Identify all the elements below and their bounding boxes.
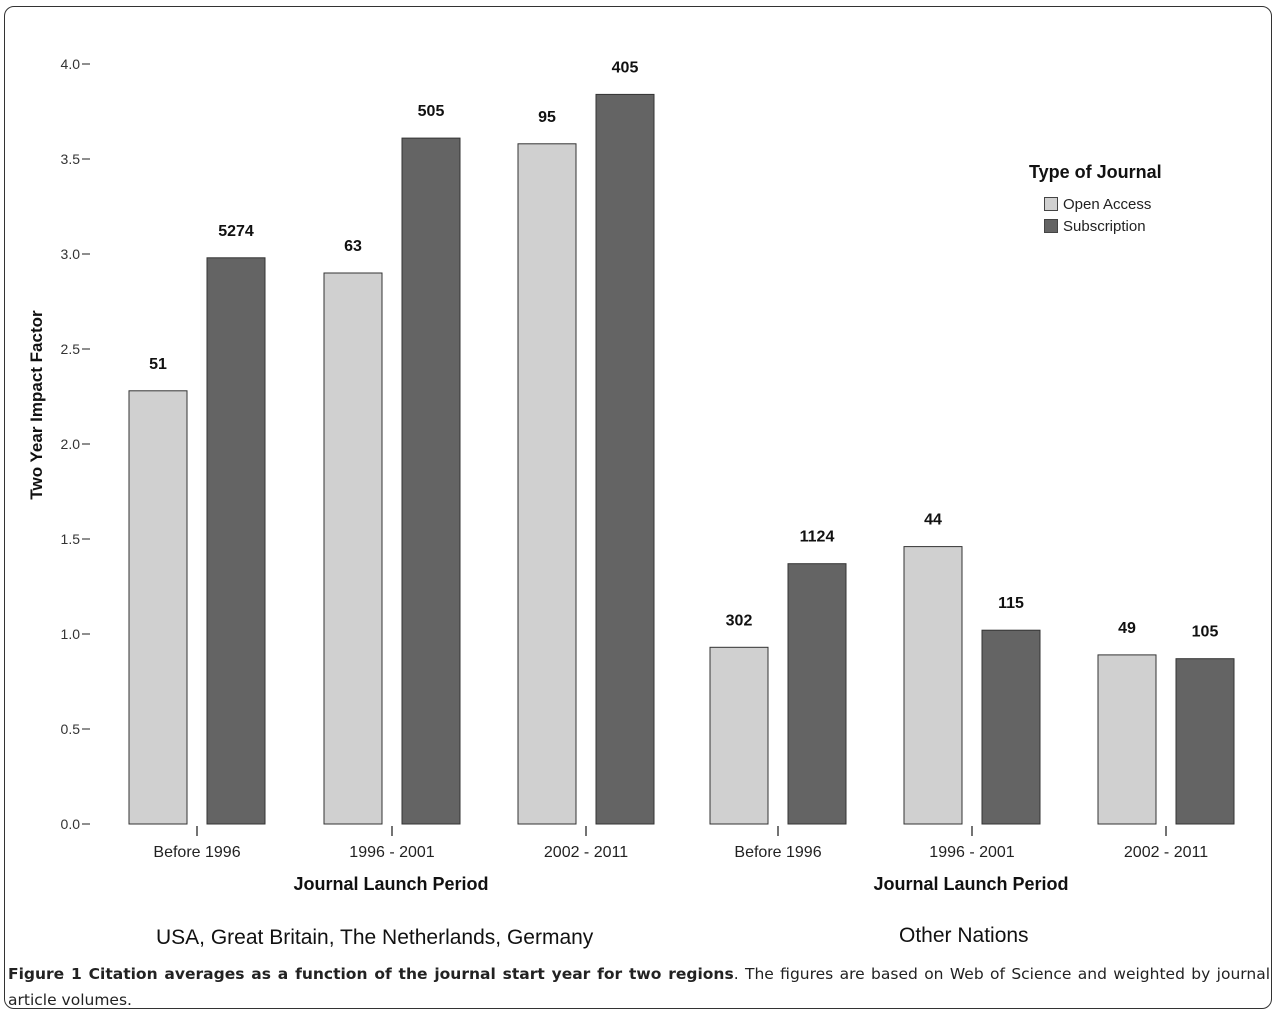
x-axis-title-left: Journal Launch Period	[293, 874, 489, 894]
region-label-left: USA, Great Britain, The Netherlands, Ger…	[156, 926, 594, 949]
bar-count-label: 115	[998, 595, 1024, 612]
legend-title: Type of Journal	[1029, 162, 1162, 182]
y-tick-label: 0.5	[61, 721, 81, 737]
y-axis-title: Two Year Impact Factor	[27, 310, 46, 500]
y-tick-label: 2.5	[61, 341, 81, 357]
bar-count-label: 63	[344, 238, 362, 255]
bar-count-label: 302	[726, 612, 753, 629]
bar-count-label: 405	[612, 59, 639, 76]
bar-subscription	[981, 629, 1041, 825]
bar-count-label: 49	[1118, 620, 1136, 637]
y-tick-label: 3.0	[61, 246, 81, 262]
bar-count-label: 1124	[800, 529, 835, 546]
bar-count-label: 505	[418, 103, 445, 120]
bar-subscription	[595, 93, 655, 825]
x-tick-label: 2002 - 2011	[1124, 844, 1208, 861]
legend-swatch-open-access	[1044, 197, 1058, 211]
y-tick-label: 2.0	[61, 436, 81, 452]
caption-text: . The figures are based on Web of Scienc…	[8, 965, 1271, 1009]
legend-label-open-access: Open Access	[1063, 196, 1152, 213]
bar-open-access	[1097, 654, 1157, 825]
bar-count-label: 95	[538, 109, 556, 126]
x-axis-title-right: Journal Launch Period	[873, 874, 1069, 894]
y-tick-label: 1.5	[61, 531, 81, 547]
x-tick-label: 1996 - 2001	[929, 844, 1015, 861]
caption-bold: Figure 1 Citation averages as a function…	[8, 965, 734, 983]
bar-count-label: 51	[149, 356, 167, 373]
bar-count-label: 44	[924, 512, 942, 529]
y-tick-label: 1.0	[61, 626, 81, 642]
bar-subscription	[1175, 658, 1235, 825]
bar-open-access	[517, 143, 577, 825]
legend-swatch-subscription	[1044, 219, 1058, 233]
bar-open-access	[128, 390, 188, 825]
bar-open-access	[323, 272, 383, 825]
y-tick-label: 0.0	[61, 816, 81, 832]
bar-count-label: 105	[1192, 624, 1219, 641]
x-tick-label: Before 1996	[734, 844, 821, 861]
bar-open-access	[709, 646, 769, 825]
legend-label-subscription: Subscription	[1063, 218, 1146, 235]
bar-open-access	[903, 546, 963, 825]
bar-subscription	[787, 563, 847, 825]
bars-group: 51 5274 63 505 95 405 302 1124 44 115 49 105	[128, 59, 1235, 825]
bar-subscription	[206, 257, 266, 825]
region-label-right: Other Nations	[899, 924, 1029, 947]
x-tick-label: Before 1996	[153, 844, 240, 861]
bar-count-label: 5274	[218, 223, 254, 240]
y-tick-label: 3.5	[61, 151, 81, 167]
y-tick-label: 4.0	[61, 56, 81, 72]
x-tick-label: 1996 - 2001	[349, 844, 435, 861]
x-tick-label: 2002 - 2011	[544, 844, 628, 861]
bar-subscription	[401, 137, 461, 825]
y-axis: 0.0 0.5 1.0 1.5 2.0 2.5 3.0 3.5 4.0	[61, 56, 90, 832]
figure-caption: Figure 1 Citation averages as a function…	[8, 961, 1270, 1013]
bar-chart: 0.0 0.5 1.0 1.5 2.0 2.5 3.0 3.5 4.0 51 5274 63 505 9…	[61, 56, 1235, 861]
x-axis: Before 1996 1996 - 2001 2002 - 2011 Before …	[153, 826, 1208, 861]
figure-frame	[4, 6, 1272, 1009]
